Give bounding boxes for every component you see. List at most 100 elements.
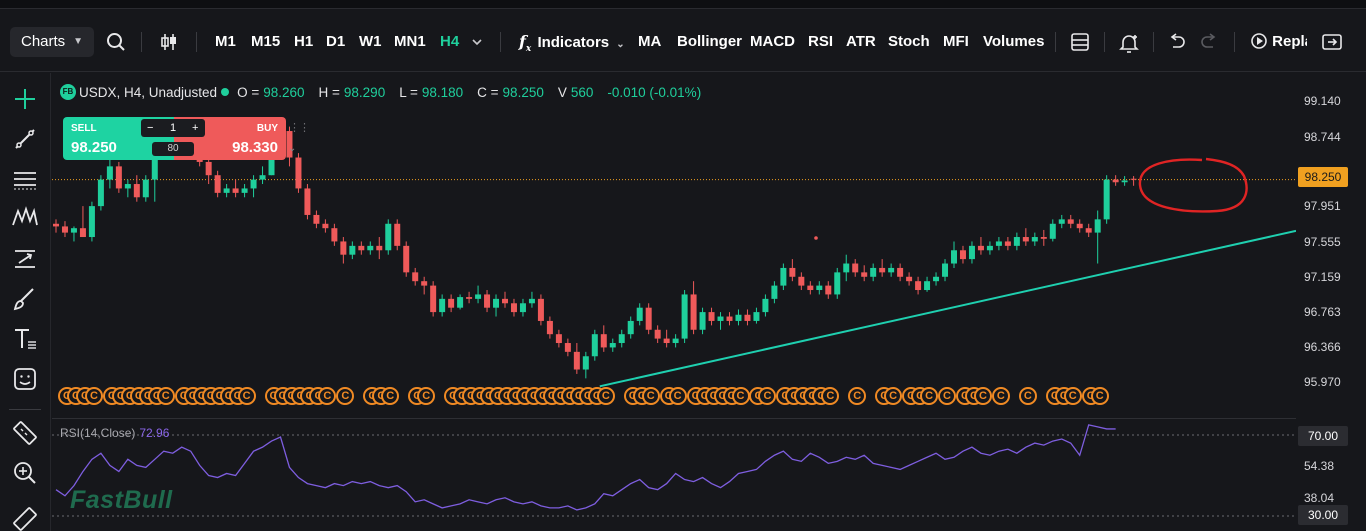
undo-icon[interactable]	[1167, 32, 1187, 52]
rsi-chart-canvas[interactable]	[52, 419, 1296, 531]
horizontal-lines-icon[interactable]	[11, 165, 39, 193]
candle-up	[259, 175, 266, 180]
increase-qty-button[interactable]: +	[192, 122, 199, 134]
price-axis[interactable]: 99.140 98.744 98.250 97.951 97.555 97.15…	[1296, 73, 1366, 531]
price-tick: 96.763	[1304, 305, 1341, 319]
indicators-button[interactable]: fx Indicators ⌄	[519, 27, 625, 57]
event-c-icon[interactable]: C	[1090, 387, 1109, 405]
price-chart-canvas[interactable]	[52, 73, 1296, 413]
event-c-icon[interactable]: C	[1018, 387, 1037, 405]
timeframe-d1[interactable]: D1	[326, 33, 346, 50]
fib-tool-icon[interactable]	[11, 245, 39, 273]
rsi-tick: 54.38	[1304, 459, 1335, 473]
event-c-icon[interactable]: C	[156, 387, 175, 405]
event-c-icon[interactable]: C	[920, 387, 939, 405]
timeframe-mn1[interactable]: MN1	[394, 33, 426, 50]
candle-down	[115, 166, 122, 189]
charts-menu-button[interactable]: Charts ▼	[10, 27, 94, 57]
event-c-icon[interactable]: C	[1063, 387, 1082, 405]
event-c-icon[interactable]: C	[884, 387, 903, 405]
decrease-qty-button[interactable]: −	[147, 122, 154, 134]
indicator-rsi[interactable]: RSI	[808, 33, 834, 50]
candle-up	[1013, 237, 1020, 246]
indicator-bollinger[interactable]: Bollinger	[677, 33, 743, 50]
trade-panel: SELL 98.250 BUY 98.330 − 1 + 80 ⋮⋮ ⌄	[60, 117, 310, 161]
event-c-icon[interactable]: C	[84, 387, 103, 405]
candle-up	[627, 320, 634, 335]
candle-down	[573, 351, 580, 370]
event-c-icon[interactable]: C	[417, 387, 436, 405]
ruler-icon[interactable]	[11, 419, 39, 447]
event-c-icon[interactable]: C	[596, 387, 615, 405]
fullscreen-icon[interactable]	[1322, 32, 1342, 52]
crosshair-icon[interactable]	[11, 85, 39, 113]
timeframe-w1[interactable]: W1	[359, 33, 382, 50]
event-c-icon[interactable]: C	[318, 387, 337, 405]
candle-up	[986, 245, 993, 251]
indicator-atr[interactable]: ATR	[846, 33, 876, 50]
replay-button[interactable]: Repla	[1250, 27, 1307, 57]
candle-up	[699, 312, 706, 330]
pattern-icon[interactable]	[11, 203, 39, 231]
timeframe-m15[interactable]: M15	[251, 33, 281, 50]
brush-icon[interactable]	[11, 285, 39, 313]
candle-down	[358, 245, 365, 251]
candle-down	[708, 312, 715, 321]
timeframe-m1[interactable]: M1	[215, 33, 236, 50]
candle-up	[933, 276, 940, 282]
toolbar-divider	[500, 32, 501, 52]
text-tool-icon[interactable]	[11, 325, 39, 353]
event-c-icon[interactable]: C	[668, 387, 687, 405]
event-c-icon[interactable]: C	[848, 387, 867, 405]
rsi-pane[interactable]	[52, 418, 1296, 531]
quantity-stepper[interactable]: − 1 +	[141, 119, 205, 137]
emoji-icon[interactable]	[11, 365, 39, 393]
redo-icon[interactable]	[1199, 32, 1219, 52]
alert-bell-icon[interactable]	[1118, 32, 1140, 54]
quantity-value[interactable]: 1	[170, 122, 177, 134]
indicator-mfi[interactable]: MFI	[943, 33, 969, 50]
candle-up	[780, 267, 787, 286]
event-c-icon[interactable]: C	[641, 387, 660, 405]
indicator-macd[interactable]: MACD	[750, 33, 795, 50]
zoom-in-icon[interactable]	[11, 459, 39, 487]
timeframe-h4-active[interactable]: H4	[440, 33, 460, 50]
event-c-icon[interactable]: C	[821, 387, 840, 405]
layout-icon[interactable]	[1070, 32, 1090, 52]
timeframe-chevron-icon[interactable]	[471, 37, 483, 47]
event-c-icon[interactable]: C	[336, 387, 355, 405]
event-c-icon[interactable]: C	[731, 387, 750, 405]
candle-down	[502, 298, 508, 304]
indicator-volumes[interactable]: Volumes	[983, 33, 1045, 50]
candle-down	[807, 285, 814, 291]
rsi-title: RSI(14,Close)	[60, 426, 136, 440]
rsi-upper-tag: 70.00	[1298, 426, 1348, 446]
event-c-icon[interactable]: C	[938, 387, 957, 405]
drag-handle-icon[interactable]: ⋮⋮	[289, 122, 310, 134]
fastbull-watermark: FastBull	[70, 486, 173, 514]
event-c-icon[interactable]: C	[237, 387, 256, 405]
charts-menu-label: Charts	[21, 33, 66, 50]
candle-down	[906, 276, 913, 282]
price-chart[interactable]	[52, 73, 1296, 413]
candle-up	[816, 285, 823, 291]
event-c-icon[interactable]: C	[973, 387, 992, 405]
event-c-icon[interactable]: C	[381, 387, 400, 405]
event-c-icon[interactable]: C	[991, 387, 1010, 405]
candle-down	[286, 131, 293, 158]
candle-down	[600, 334, 607, 348]
event-c-icon[interactable]: C	[758, 387, 777, 405]
candle-down	[915, 281, 922, 291]
timeframe-h1[interactable]: H1	[294, 33, 314, 50]
trend-line-icon[interactable]	[11, 125, 39, 153]
collapse-chevron-icon[interactable]: ⌄	[288, 143, 297, 154]
measure-icon[interactable]	[11, 505, 39, 531]
toolbar-divider	[1104, 32, 1105, 52]
candle-down	[977, 245, 984, 251]
symbol-label[interactable]: USDX, H4, Unadjusted	[79, 84, 218, 100]
search-icon[interactable]	[106, 32, 126, 52]
candle-type-icon[interactable]	[159, 32, 179, 52]
indicator-stoch[interactable]: Stoch	[888, 33, 930, 50]
candle-up	[70, 228, 77, 233]
indicator-ma[interactable]: MA	[638, 33, 662, 50]
